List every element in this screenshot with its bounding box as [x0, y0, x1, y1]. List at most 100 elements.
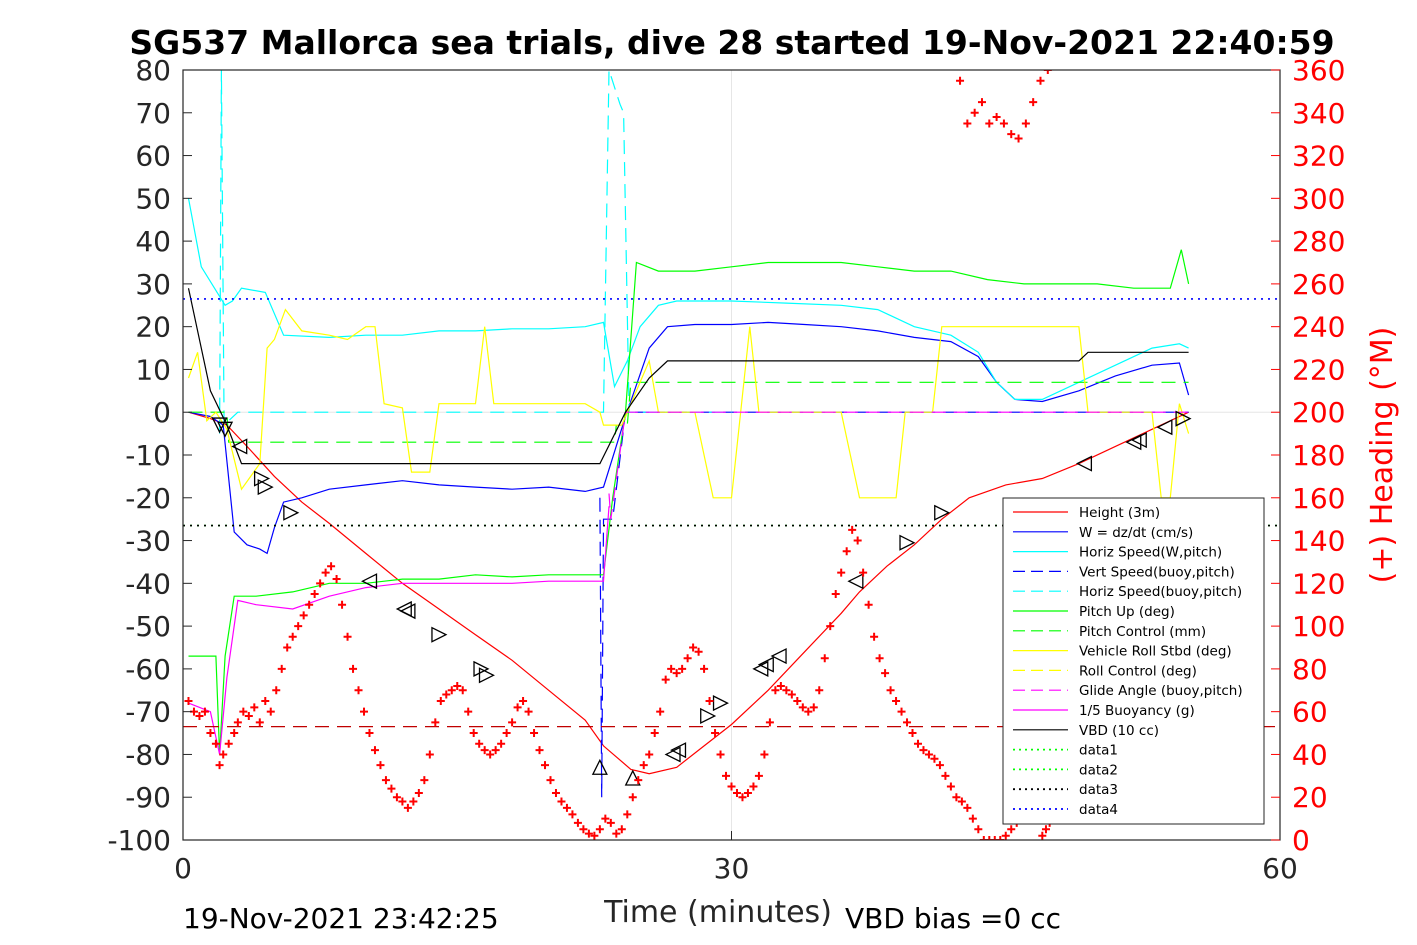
heading-point-38: [387, 784, 396, 793]
left-tick-label-10: -20: [125, 482, 171, 515]
heading-point-49: [447, 686, 456, 695]
series-line-0: [188, 411, 1189, 775]
heading-point-99: [722, 771, 731, 780]
heading-point-128: [881, 669, 890, 678]
heading-point-31: [349, 664, 358, 673]
heading-point-36: [376, 761, 385, 770]
series-line-5: [188, 249, 1190, 755]
heading-layer: [184, 70, 1060, 840]
heading-point-123: [853, 536, 862, 545]
right-tick-label-9: 180: [1292, 439, 1345, 472]
heading-point-108: [771, 686, 780, 695]
heading-point-84: [639, 761, 648, 770]
heading-point-44: [420, 776, 429, 785]
heading-point-7: [219, 750, 228, 759]
x-axis-label: Time (minutes): [603, 895, 832, 930]
left-tick-label-18: -100: [107, 824, 171, 857]
heading-point-20: [288, 632, 297, 641]
heading-point-14: [255, 718, 264, 727]
heading-point-69: [557, 797, 566, 806]
right-tick-label-14: 80: [1292, 653, 1328, 686]
height-marker-19: [757, 656, 774, 673]
height-marker-21: [847, 573, 864, 590]
heading-point-76: [595, 825, 604, 834]
right-tick-label-11: 140: [1292, 525, 1345, 558]
height-marker-15: [670, 742, 687, 759]
heading-top-point-12: [1043, 70, 1052, 74]
series-line-4: [219, 70, 732, 434]
heading-point-97: [711, 729, 720, 738]
x-axis: 0 30 60: [174, 831, 1298, 885]
heading-point-3: [200, 707, 209, 716]
heading-point-26: [321, 568, 330, 577]
heading-point-102: [738, 793, 747, 802]
heading-point-4: [206, 729, 215, 738]
left-tick-label-16: -80: [125, 738, 171, 771]
heading-point-17: [272, 686, 281, 695]
legend-label-4: Horiz Speed(buoy,pitch): [1079, 584, 1242, 600]
heading-point-24: [310, 590, 319, 599]
heading-point-94: [694, 647, 703, 656]
legend-label-14: data3: [1079, 782, 1118, 798]
heading-point-112: [793, 696, 802, 705]
heading-point-139: [941, 771, 950, 780]
legend-label-8: Roll Control (deg): [1079, 663, 1197, 679]
legend-label-12: data1: [1079, 743, 1118, 759]
height-marker-22: [899, 534, 916, 551]
right-tick-label-1: 340: [1292, 97, 1345, 130]
heading-point-90: [672, 669, 681, 678]
heading-point-27: [327, 562, 336, 571]
legend-label-6: Pitch Control (mm): [1079, 624, 1206, 640]
heading-point-32: [354, 686, 363, 695]
heading-point-30: [343, 632, 352, 641]
left-tick-label-9: -10: [125, 439, 171, 472]
heading-point-62: [519, 696, 528, 705]
heading-point-71: [568, 810, 577, 819]
heading-point-41: [403, 803, 412, 812]
heading-point-92: [683, 654, 692, 663]
heading-point-144: [968, 814, 977, 823]
heading-point-66: [541, 761, 550, 770]
heading-top-point-4: [985, 119, 994, 128]
left-tick-label-1: 70: [135, 97, 171, 130]
heading-point-68: [551, 788, 560, 797]
heading-top-point-3: [977, 98, 986, 107]
left-tick-label-2: 60: [135, 140, 171, 173]
heading-point-119: [831, 590, 840, 599]
heading-point-100: [727, 782, 736, 791]
right-axis: 3603403203002802602402202001801601401201…: [1271, 54, 1345, 857]
right-tick-label-15: 60: [1292, 696, 1328, 729]
heading-bottom-point-0: [1038, 831, 1047, 840]
heading-point-134: [913, 739, 922, 748]
heading-point-8: [224, 739, 233, 748]
heading-point-81: [623, 810, 632, 819]
height-marker-23: [934, 504, 951, 521]
heading-top-point-2: [970, 108, 979, 117]
heading-point-55: [480, 746, 489, 755]
heading-point-70: [562, 803, 571, 812]
right-tick-label-4: 280: [1292, 225, 1345, 258]
right-tick-label-10: 160: [1292, 482, 1345, 515]
heading-point-64: [530, 729, 539, 738]
heading-point-18: [277, 664, 286, 673]
series-line-9: [188, 506, 610, 755]
x-tick-label-0: 0: [174, 852, 192, 885]
heading-point-89: [667, 664, 676, 673]
heading-point-79: [612, 829, 621, 838]
heading-point-23: [305, 600, 314, 609]
legend-label-15: data4: [1079, 802, 1118, 818]
heading-point-46: [431, 718, 440, 727]
height-marker-11: [478, 667, 495, 684]
heading-point-124: [859, 568, 868, 577]
right-tick-label-7: 220: [1292, 353, 1345, 386]
left-tick-label-7: 10: [135, 353, 171, 386]
heading-point-138: [935, 761, 944, 770]
left-tick-label-13: -50: [125, 610, 171, 643]
heading-point-29: [338, 600, 347, 609]
height-marker-10: [473, 660, 490, 677]
x-tick-label-1: 30: [714, 852, 750, 885]
heading-point-88: [661, 675, 670, 684]
heading-point-33: [360, 707, 369, 716]
left-axis: 80 70 60 50 40 30 20 10 0 -10 -20 -30 -40 -50 -60 -70 -8…: [107, 54, 192, 857]
left-tick-label-6: 20: [135, 311, 171, 344]
